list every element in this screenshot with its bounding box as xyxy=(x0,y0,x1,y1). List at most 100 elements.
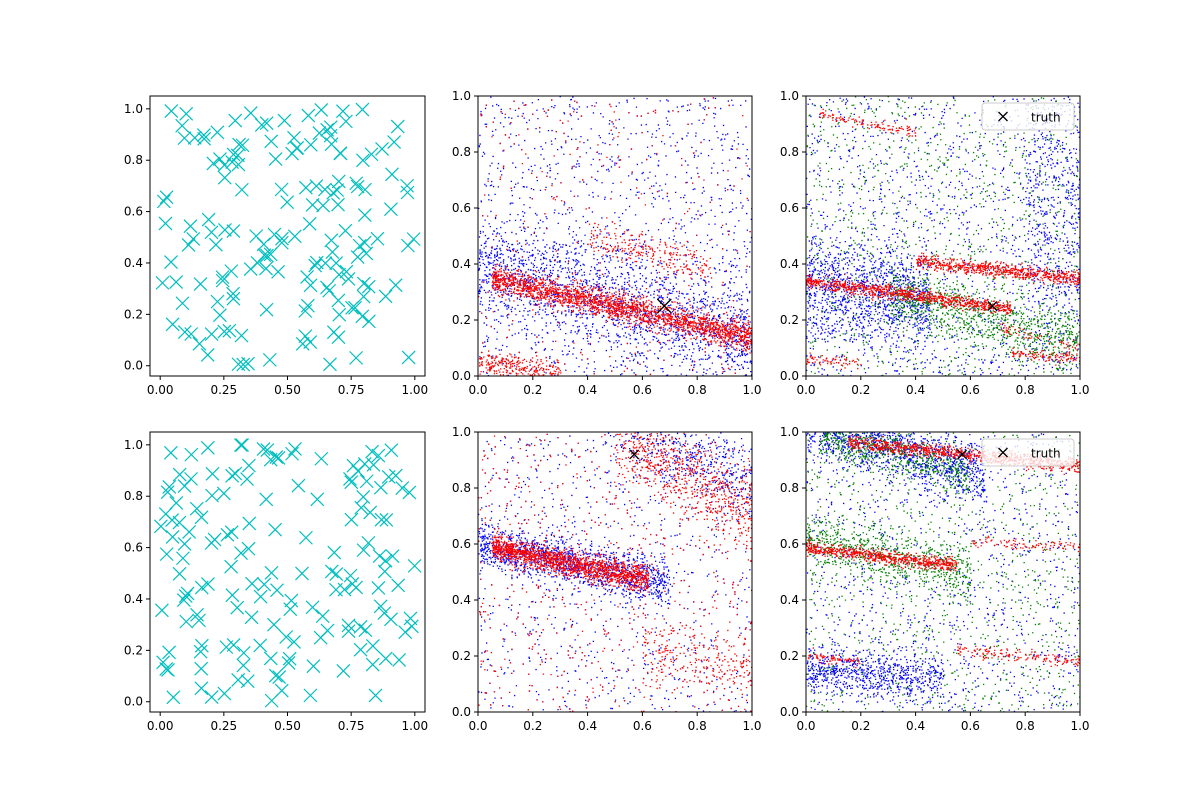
point-marker xyxy=(361,535,376,550)
point-marker xyxy=(192,613,206,628)
point-marker xyxy=(263,452,278,467)
point-marker xyxy=(260,248,274,263)
point-marker xyxy=(331,197,345,212)
point-marker xyxy=(325,245,340,259)
x-tick-label: 0.4 xyxy=(906,383,925,397)
point-marker xyxy=(298,180,313,195)
point-marker xyxy=(322,283,337,298)
point-marker xyxy=(241,356,255,371)
point-marker xyxy=(262,352,277,367)
point-marker xyxy=(356,289,371,304)
point-marker xyxy=(345,300,359,315)
point-marker xyxy=(323,357,337,372)
point-marker xyxy=(242,516,257,531)
point-marker xyxy=(395,481,410,496)
point-marker xyxy=(326,185,341,200)
x-tick-label: 0.8 xyxy=(688,719,707,733)
y-tick-label: 0.8 xyxy=(780,145,799,159)
legend-truth-icon xyxy=(998,447,1008,458)
point-marker xyxy=(309,255,324,270)
plot-area xyxy=(478,96,752,376)
point-marker xyxy=(179,614,194,629)
point-marker xyxy=(377,564,392,579)
point-marker xyxy=(236,645,251,660)
y-tick-label: 1.0 xyxy=(124,102,143,116)
plot-area xyxy=(478,432,752,712)
point-marker xyxy=(377,606,392,621)
point-marker xyxy=(381,470,396,484)
point-marker xyxy=(365,638,380,653)
point-marker xyxy=(402,485,417,500)
point-marker xyxy=(220,527,235,542)
point-marker xyxy=(225,468,240,483)
point-marker xyxy=(301,108,316,123)
x-tick-label: 0.2 xyxy=(523,719,542,733)
point-marker xyxy=(232,137,246,152)
point-marker xyxy=(353,642,368,657)
point-marker xyxy=(344,512,359,527)
point-marker xyxy=(257,248,272,263)
point-marker xyxy=(176,551,190,566)
point-marker xyxy=(387,135,402,149)
point-marker xyxy=(298,329,313,344)
axes-frame xyxy=(477,431,753,713)
point-marker xyxy=(216,486,231,501)
point-marker xyxy=(267,617,281,632)
x-tick-label: 0.4 xyxy=(578,383,597,397)
point-marker xyxy=(177,131,192,146)
point-marker xyxy=(260,443,275,457)
point-marker xyxy=(165,317,180,332)
point-marker xyxy=(194,638,209,653)
point-marker xyxy=(155,275,170,290)
point-marker xyxy=(316,198,330,213)
point-marker xyxy=(343,568,358,583)
point-marker xyxy=(172,566,187,581)
point-marker xyxy=(353,619,368,634)
point-marker xyxy=(355,309,370,324)
point-marker xyxy=(179,106,194,121)
point-marker xyxy=(263,247,278,262)
point-marker xyxy=(192,336,207,351)
point-marker xyxy=(158,507,173,521)
legend-box xyxy=(981,102,1075,131)
point-marker xyxy=(355,102,370,117)
point-marker xyxy=(400,178,414,193)
point-marker xyxy=(271,451,286,465)
x-tick-label: 0.6 xyxy=(633,383,652,397)
point-marker xyxy=(320,280,334,295)
point-marker xyxy=(259,302,274,317)
point-marker xyxy=(291,478,306,493)
point-marker xyxy=(329,582,343,597)
point-marker xyxy=(359,474,374,489)
point-marker xyxy=(184,447,199,462)
point-marker xyxy=(374,512,389,527)
point-marker xyxy=(341,618,356,633)
point-marker xyxy=(274,235,289,250)
point-marker xyxy=(320,623,335,638)
point-marker xyxy=(217,170,232,185)
point-marker xyxy=(169,275,184,289)
point-marker xyxy=(361,314,376,329)
point-marker xyxy=(371,580,386,595)
point-marker xyxy=(162,645,176,660)
point-marker xyxy=(306,659,321,674)
point-marker xyxy=(164,104,179,118)
point-marker xyxy=(272,670,287,685)
plot-area xyxy=(806,96,1080,376)
point-marker xyxy=(161,662,175,677)
point-marker xyxy=(224,559,239,574)
point-marker xyxy=(350,250,365,264)
point-marker xyxy=(215,273,230,288)
point-marker xyxy=(257,577,272,592)
y-tick-label: 0.2 xyxy=(452,649,471,663)
point-marker xyxy=(259,261,273,276)
series-blue-points xyxy=(806,432,1080,712)
point-marker xyxy=(154,603,169,618)
y-tick-label: 1.0 xyxy=(780,425,799,439)
x-tick-label: 0.6 xyxy=(633,719,652,733)
point-marker xyxy=(372,549,387,563)
point-marker xyxy=(156,194,171,209)
point-marker xyxy=(339,264,354,279)
point-marker xyxy=(176,593,191,607)
point-marker xyxy=(407,558,422,573)
